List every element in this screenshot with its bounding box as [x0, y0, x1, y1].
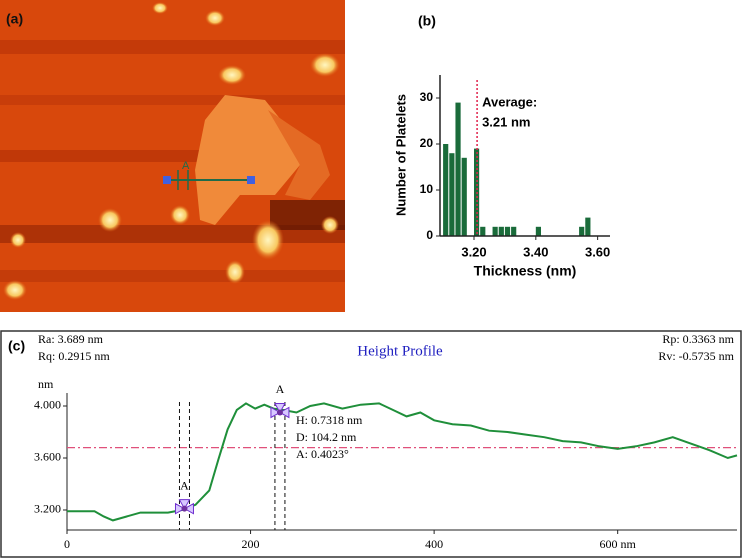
measurement: A: 0.4023°	[296, 447, 349, 461]
panel-label: (c)	[8, 338, 25, 354]
x-tick-label: 200	[242, 537, 260, 551]
y-tick-label: 0	[426, 228, 433, 242]
y-tick-label: 3.200	[34, 502, 61, 516]
y-tick-label: 4.000	[34, 398, 61, 412]
y-axis-label: Number of Platelets	[393, 94, 408, 216]
bar	[579, 226, 585, 236]
profile-line	[67, 402, 738, 522]
measurement: D: 104.2 nm	[296, 430, 357, 444]
panel-label: (a)	[6, 11, 23, 27]
x-tick-label: 0	[64, 537, 70, 551]
x-tick-label: 600 nm	[600, 537, 637, 551]
marker-dot	[276, 409, 283, 416]
bar	[585, 217, 591, 236]
y-tick-label: 30	[420, 90, 434, 104]
statistic: Rq: 0.2915 nm	[38, 349, 110, 363]
bar	[511, 226, 517, 236]
average-label: Average:	[482, 94, 537, 109]
marker-label: A	[276, 382, 285, 396]
y-tick-label: 10	[420, 182, 434, 196]
x-tick-label: 400	[425, 537, 443, 551]
x-tick-label: 3.40	[523, 244, 548, 259]
y-tick-label: 20	[420, 136, 434, 150]
y-axis-label: nm	[38, 377, 54, 391]
bar	[480, 226, 486, 236]
chart-title: Height Profile	[357, 343, 443, 359]
line-label: A	[182, 160, 190, 172]
afm-image: A (a)	[0, 0, 345, 312]
bar	[443, 144, 449, 236]
statistic: Rp: 0.3363 nm	[662, 332, 734, 346]
bar	[535, 226, 541, 236]
panel-label: (b)	[418, 13, 436, 29]
bar	[461, 157, 467, 236]
x-tick-label: 3.20	[461, 244, 486, 259]
bar	[449, 153, 455, 236]
statistic: Rv: -0.5735 nm	[658, 349, 734, 363]
bar	[504, 226, 511, 236]
bar	[455, 102, 461, 236]
marker-dot	[181, 505, 188, 512]
average-label: 3.21 nm	[482, 114, 530, 129]
x-tick-label: 3.60	[585, 244, 610, 259]
bar	[498, 226, 504, 236]
x-axis-label: Thickness (nm)	[474, 263, 577, 279]
panel-frame	[0, 330, 742, 558]
bar	[492, 226, 498, 236]
y-tick-label: 3.600	[34, 450, 61, 464]
statistic: Ra: 3.689 nm	[38, 332, 104, 346]
measurement: H: 0.7318 nm	[296, 413, 363, 427]
marker-label: A	[180, 478, 189, 492]
